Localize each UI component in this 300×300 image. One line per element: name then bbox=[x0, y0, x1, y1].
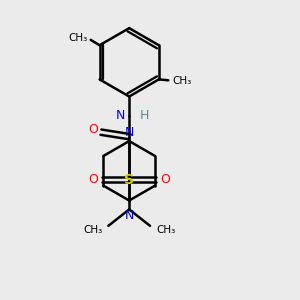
Text: O: O bbox=[88, 123, 98, 136]
Text: S: S bbox=[124, 173, 134, 187]
Text: CH₃: CH₃ bbox=[172, 76, 191, 86]
Text: O: O bbox=[160, 173, 170, 186]
Text: O: O bbox=[88, 173, 98, 186]
Text: CH₃: CH₃ bbox=[83, 225, 102, 235]
Text: N: N bbox=[116, 109, 125, 122]
Text: CH₃: CH₃ bbox=[68, 33, 88, 43]
Text: CH₃: CH₃ bbox=[156, 225, 175, 235]
Text: N: N bbox=[124, 209, 134, 222]
Text: N: N bbox=[124, 126, 134, 139]
Text: H: H bbox=[140, 109, 149, 122]
